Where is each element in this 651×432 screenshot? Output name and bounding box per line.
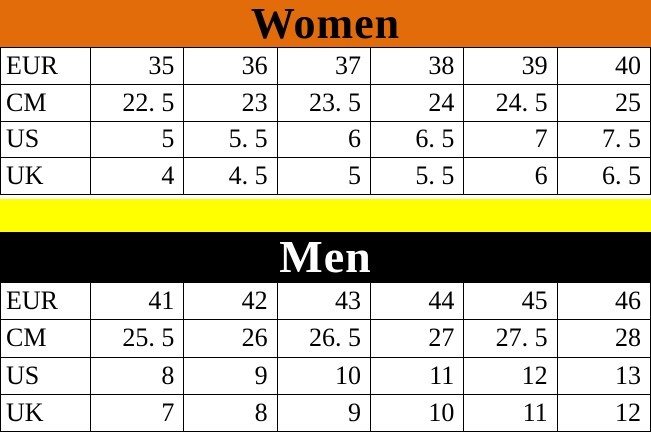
size-cell: 8	[89, 356, 185, 395]
size-cell: 23. 5	[276, 83, 371, 122]
size-cell: 43	[276, 281, 371, 321]
size-cell: 6. 5	[369, 120, 465, 159]
row-label: US	[0, 120, 91, 159]
size-cell: 13	[556, 356, 651, 395]
women-title: Women	[250, 0, 401, 48]
size-cell: 7	[463, 120, 558, 159]
row-label: CM	[0, 83, 91, 122]
size-cell: 7	[89, 393, 185, 432]
size-cell: 45	[463, 281, 558, 321]
size-cell: 5	[276, 157, 371, 195]
table-row: US 5 5. 5 6 6. 5 7 7. 5	[0, 120, 651, 159]
size-cell: 24. 5	[463, 83, 558, 122]
size-cell: 44	[369, 281, 465, 321]
size-cell: 5. 5	[369, 157, 465, 195]
table-row: UK 7 8 9 10 11 12	[0, 393, 651, 432]
size-cell: 24	[369, 83, 465, 122]
table-row: US 8 9 10 11 12 13	[0, 356, 651, 395]
row-label: UK	[0, 157, 91, 195]
size-cell: 25	[556, 83, 651, 122]
row-label: CM	[0, 319, 91, 358]
size-cell: 39	[463, 47, 558, 85]
size-cell: 35	[89, 47, 185, 85]
size-cell: 5	[89, 120, 185, 159]
men-size-table: EUR 41 42 43 44 45 46 CM 25. 5 26 26. 5 27 27. 5 28 US…	[0, 281, 651, 432]
size-cell: 9	[183, 356, 278, 395]
size-cell: 27. 5	[463, 319, 558, 358]
men-table-body: EUR 41 42 43 44 45 46 CM 25. 5 26 26. 5 27 27. 5 28 US…	[0, 281, 651, 432]
size-cell: 28	[556, 319, 651, 358]
size-cell: 26. 5	[276, 319, 371, 358]
row-label: EUR	[0, 47, 91, 85]
size-cell: 42	[183, 281, 278, 321]
size-cell: 6. 5	[556, 157, 651, 195]
size-cell: 12	[463, 356, 558, 395]
size-cell: 27	[369, 319, 465, 358]
women-table-body: EUR 35 36 37 38 39 40 CM 22. 5 23 23. 5 24 24. 5 25 US…	[0, 47, 651, 195]
size-cell: 37	[276, 47, 371, 85]
row-label: UK	[0, 393, 91, 432]
men-title: Men	[279, 231, 372, 282]
size-cell: 10	[369, 393, 465, 432]
women-size-table: EUR 35 36 37 38 39 40 CM 22. 5 23 23. 5 24 24. 5 25 US…	[0, 47, 651, 195]
size-cell: 23	[183, 83, 278, 122]
size-cell: 7. 5	[556, 120, 651, 159]
size-cell: 4	[89, 157, 185, 195]
size-cell: 9	[276, 393, 371, 432]
size-cell: 6	[276, 120, 371, 159]
size-cell: 46	[556, 281, 651, 321]
size-cell: 22. 5	[89, 83, 185, 122]
size-cell: 10	[276, 356, 371, 395]
size-cell: 11	[369, 356, 465, 395]
row-label: EUR	[0, 281, 91, 321]
table-row: CM 22. 5 23 23. 5 24 24. 5 25	[0, 83, 651, 122]
table-row: UK 4 4. 5 5 5. 5 6 6. 5	[0, 157, 651, 195]
size-cell: 26	[183, 319, 278, 358]
size-cell: 38	[369, 47, 465, 85]
size-cell: 6	[463, 157, 558, 195]
table-row: EUR 35 36 37 38 39 40	[0, 47, 651, 85]
table-row: EUR 41 42 43 44 45 46	[0, 281, 651, 321]
size-cell: 36	[183, 47, 278, 85]
men-header: Men	[0, 232, 651, 282]
size-cell: 25. 5	[89, 319, 185, 358]
size-cell: 41	[89, 281, 185, 321]
size-cell: 40	[556, 47, 651, 85]
size-cell: 8	[183, 393, 278, 432]
size-cell: 11	[463, 393, 558, 432]
table-row: CM 25. 5 26 26. 5 27 27. 5 28	[0, 319, 651, 358]
yellow-divider	[0, 195, 651, 232]
size-cell: 5. 5	[183, 120, 278, 159]
size-cell: 4. 5	[183, 157, 278, 195]
women-header: Women	[0, 0, 651, 47]
row-label: US	[0, 356, 91, 395]
size-cell: 12	[556, 393, 651, 432]
